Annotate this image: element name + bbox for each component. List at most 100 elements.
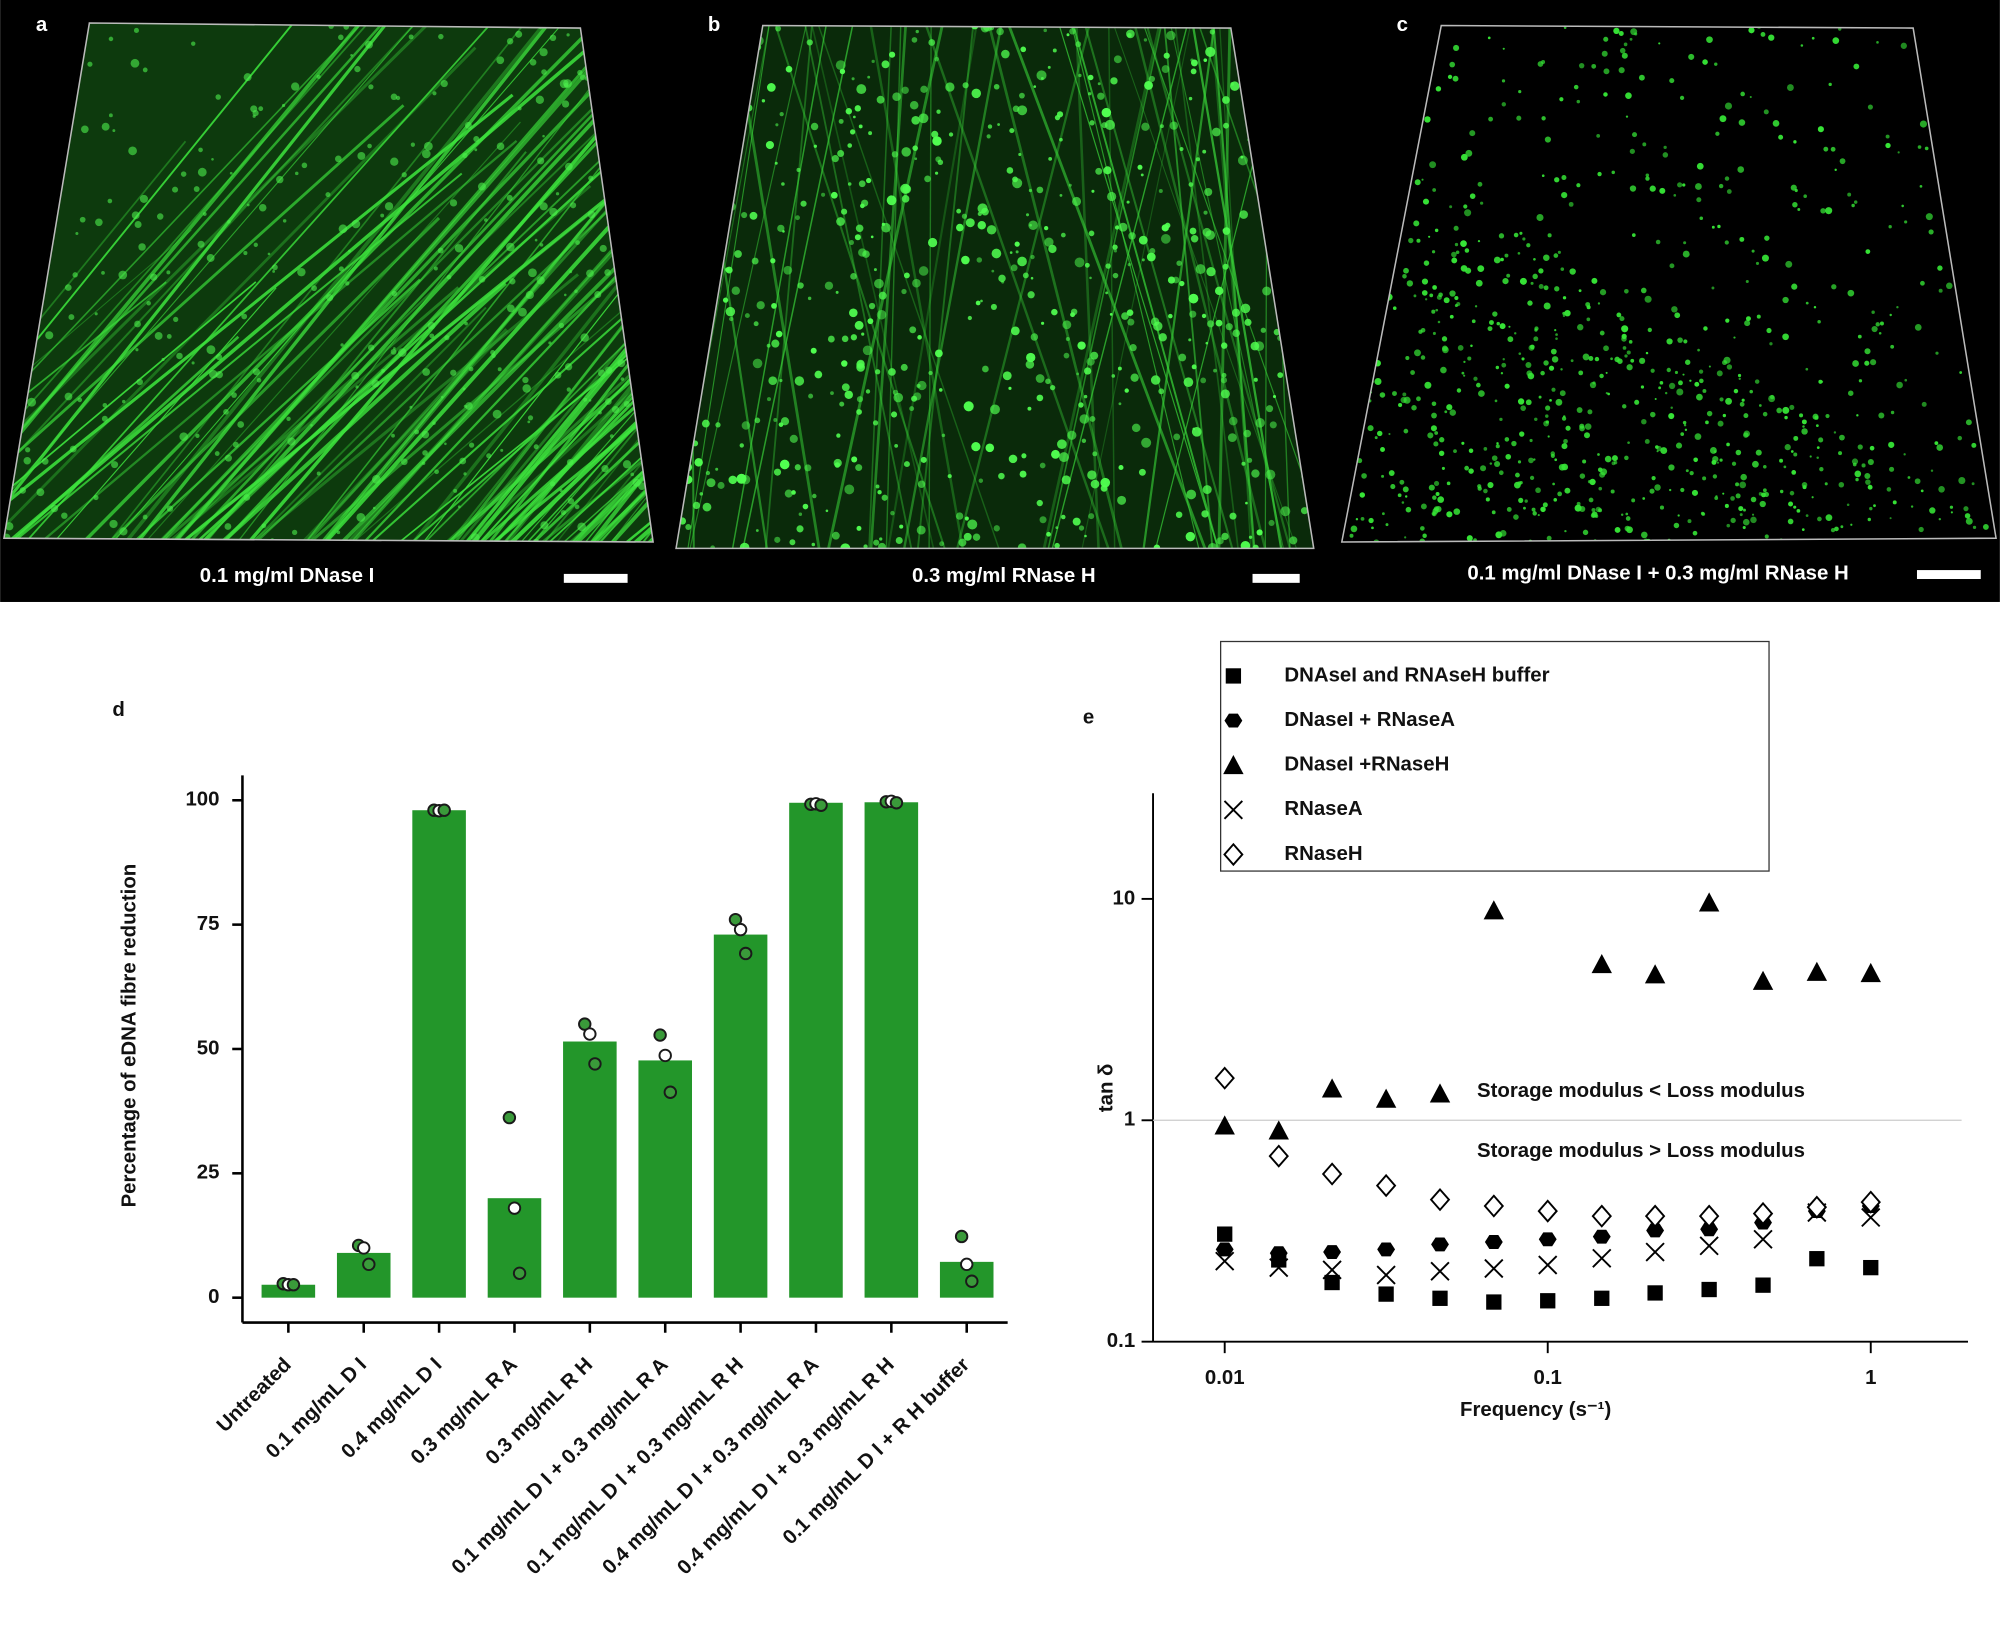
speck (459, 457, 467, 465)
speck (1505, 453, 1512, 460)
speck (1731, 461, 1737, 466)
speck (1550, 348, 1557, 355)
speck (1622, 404, 1627, 409)
speck (549, 34, 557, 42)
speck (473, 136, 480, 143)
speck (1469, 193, 1476, 199)
speck (851, 456, 858, 463)
speck (1764, 534, 1769, 539)
speck (166, 505, 174, 512)
speck (1128, 232, 1136, 240)
speck (1179, 280, 1185, 287)
speck (1658, 386, 1662, 390)
speck (1867, 104, 1873, 110)
speck (692, 501, 701, 510)
speck (1541, 174, 1545, 178)
speck (1237, 155, 1248, 166)
speck (440, 395, 444, 399)
speck (1705, 420, 1709, 425)
speck (1149, 248, 1156, 254)
speck (1114, 225, 1120, 230)
speck (1610, 489, 1615, 494)
speck (1207, 320, 1215, 328)
speck (1663, 145, 1667, 149)
speck (1958, 477, 1966, 485)
speck (1483, 447, 1488, 451)
speck (1463, 374, 1466, 377)
x-tick-label: 0.01 (1205, 1367, 1245, 1389)
speck (1429, 293, 1434, 298)
speck (1095, 167, 1103, 175)
speck (1528, 457, 1534, 464)
speck (1436, 294, 1442, 300)
fibre (1140, 25, 1219, 549)
speck (604, 269, 611, 276)
speck (794, 376, 805, 386)
speck (390, 157, 399, 166)
speck (558, 322, 565, 329)
speck (1669, 78, 1675, 84)
speck (991, 248, 1002, 259)
speck (1520, 405, 1527, 412)
speck (454, 244, 464, 253)
speck (1950, 511, 1953, 514)
speck (1433, 480, 1440, 487)
speck (1748, 27, 1755, 34)
speck (1025, 360, 1035, 369)
speck (421, 461, 426, 466)
speck (1557, 491, 1563, 497)
x-tick-label: Untreated (213, 1354, 296, 1437)
speck (1359, 492, 1366, 498)
marker (1486, 1294, 1502, 1310)
speck (1851, 458, 1859, 465)
fibre (1134, 25, 1314, 549)
speck (1793, 140, 1797, 144)
fibre (952, 25, 1097, 549)
speck (728, 475, 738, 485)
speck (773, 468, 782, 476)
speck (605, 366, 613, 374)
speck (1678, 380, 1683, 386)
speck (847, 182, 852, 186)
speck (490, 349, 496, 355)
speck (1543, 285, 1549, 291)
speck (527, 415, 534, 421)
speck (1614, 527, 1621, 533)
speck (237, 421, 245, 428)
speck (1750, 496, 1757, 503)
fibre (3, 140, 187, 543)
speck (1582, 459, 1587, 464)
speck (1466, 535, 1473, 542)
speck (1454, 303, 1458, 308)
speck (486, 453, 492, 459)
speck (1755, 261, 1760, 265)
speck (717, 481, 725, 489)
speck (1489, 462, 1493, 465)
speck (1618, 31, 1624, 37)
speck (1793, 452, 1798, 457)
speck (1203, 210, 1208, 215)
speck (1206, 266, 1216, 277)
speck (1659, 381, 1664, 385)
speck (1749, 389, 1753, 394)
speck (779, 459, 790, 470)
speck (139, 194, 148, 203)
speck (1733, 388, 1739, 394)
speck (1735, 493, 1741, 499)
speck (1538, 395, 1542, 399)
speck (980, 299, 983, 303)
speck (1717, 224, 1721, 229)
speck (1587, 479, 1592, 484)
speck (1726, 189, 1732, 194)
speck (507, 304, 515, 313)
speck (5, 522, 14, 531)
speck (876, 95, 885, 104)
marker (1701, 1281, 1717, 1298)
speck (1818, 437, 1824, 443)
speck (1390, 483, 1396, 490)
speck (1585, 302, 1591, 307)
speck (1453, 44, 1460, 52)
speck (41, 457, 49, 465)
speck (1918, 526, 1924, 533)
speck (1461, 441, 1465, 445)
